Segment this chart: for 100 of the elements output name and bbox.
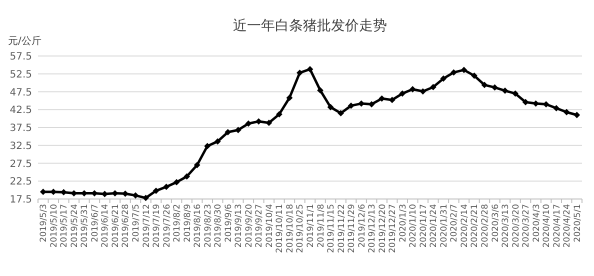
point	[368, 101, 375, 108]
x-tick-label: 2020/4/3	[532, 204, 542, 242]
x-tick-label: 2019/5/17	[60, 204, 70, 248]
point	[399, 90, 406, 97]
point	[286, 94, 293, 102]
point	[214, 138, 221, 145]
x-tick-label: 2020/1/17	[418, 204, 429, 248]
x-tick-label: 2020/2/14	[460, 204, 470, 248]
point	[255, 118, 262, 125]
point	[388, 96, 396, 104]
x-tick-label: 2020/2/7	[450, 204, 460, 242]
point	[224, 128, 232, 136]
x-tick-label: 2019/5/3	[39, 204, 50, 242]
x-tick-label: 2019/8/23	[203, 204, 214, 248]
point	[245, 120, 252, 127]
point	[142, 194, 149, 202]
x-tick-label: 2019/9/13	[234, 204, 244, 248]
y-tick-label: 17.5	[10, 194, 32, 206]
x-tick-label: 2020/5/1	[572, 204, 583, 242]
point	[574, 112, 580, 118]
point	[40, 188, 46, 196]
x-tick-label: 2019/12/20	[378, 204, 388, 253]
x-tick-label: 2020/4/17	[552, 204, 562, 248]
point	[512, 90, 518, 97]
x-tick-label: 2019/10/18	[285, 204, 296, 253]
y-axis-title: 元/公斤	[8, 35, 42, 47]
point	[204, 142, 211, 150]
y-tick-label: 32.5	[10, 140, 32, 152]
x-tick-label: 2020/1/24	[429, 204, 440, 248]
x-tick-label: 2019/10/11	[275, 204, 286, 253]
x-tick-label: 2020/1/31	[439, 204, 450, 248]
x-tick-label: 2019/11/22	[336, 204, 347, 253]
point	[234, 126, 242, 134]
x-tick-label: 2020/3/13	[501, 204, 512, 248]
point	[60, 189, 67, 196]
point	[194, 162, 200, 168]
point	[471, 72, 478, 79]
x-tick-label: 2020/1/3	[398, 204, 408, 242]
point	[296, 70, 303, 76]
x-tick-label: 2019/7/26	[162, 204, 172, 248]
point	[542, 101, 550, 108]
x-tick-label: 2020/4/10	[542, 204, 552, 248]
x-tick-label: 2019/7/19	[152, 204, 162, 248]
x-tick-label: 2019/11/15	[326, 204, 337, 253]
x-tick-label: 2019/12/27	[388, 204, 398, 253]
x-tick-label: 2020/3/27	[522, 204, 532, 248]
x-tick-label: 2019/6/21	[110, 204, 121, 248]
point	[276, 111, 282, 118]
point	[430, 84, 436, 90]
x-tick-label: 2019/6/28	[121, 204, 132, 248]
x-tick-label: 2020/1/10	[408, 204, 419, 248]
point	[163, 184, 170, 190]
point	[450, 69, 457, 76]
point	[348, 102, 354, 109]
y-tick-label: 52.5	[10, 69, 32, 80]
x-tick-label: 2020/2/21	[470, 204, 480, 248]
x-tick-label: 2019/10/25	[296, 204, 306, 253]
x-tick-label: 2019/5/24	[70, 204, 80, 248]
x-tick-label: 2019/8/2	[172, 204, 183, 242]
x-tick-label: 2020/4/24	[562, 204, 573, 248]
x-tick-label: 2019/10/4	[264, 204, 275, 248]
point	[122, 190, 128, 197]
y-tick-label: 22.5	[10, 176, 32, 188]
point	[553, 104, 560, 112]
point	[173, 179, 180, 186]
y-tick-label: 27.5	[10, 158, 32, 170]
point	[327, 104, 334, 110]
point	[522, 98, 529, 106]
point	[338, 110, 344, 116]
y-tick-label: 37.5	[10, 123, 32, 134]
point	[317, 87, 324, 94]
chart-title: 近一年白条猪批发价走势	[233, 18, 387, 34]
point	[440, 75, 447, 82]
x-tick-label: 2019/11/8	[316, 204, 326, 248]
x-tick-label: 2019/5/10	[49, 204, 60, 248]
x-tick-label: 2019/9/20	[244, 204, 254, 248]
y-tick-label: 42.5	[10, 105, 32, 116]
x-tick-label: 2019/5/31	[80, 204, 90, 248]
point	[184, 173, 190, 180]
x-tick-label: 2019/8/9	[182, 204, 193, 242]
point	[502, 87, 508, 94]
point	[460, 66, 468, 74]
x-tick-label: 2019/9/27	[254, 204, 265, 248]
x-tick-label: 2019/9/6	[224, 204, 234, 242]
point	[420, 88, 426, 95]
x-tick-label: 2019/12/13	[368, 204, 378, 253]
y-tick-label: 47.5	[10, 87, 32, 98]
x-tick-label: 2019/6/7	[90, 204, 100, 242]
x-tick-label: 2020/3/6	[490, 204, 501, 242]
x-tick-label: 2019/11/1	[306, 204, 316, 248]
x-tick-label: 2019/6/14	[100, 204, 111, 248]
point	[266, 120, 272, 126]
x-tick-label: 2019/8/30	[214, 204, 224, 248]
x-tick-label: 2019/12/6	[357, 204, 368, 248]
point	[409, 86, 416, 92]
point	[132, 192, 139, 199]
point	[50, 188, 57, 196]
x-tick-label: 2019/11/29	[347, 204, 358, 253]
x-tick-label: 2020/2/28	[480, 204, 490, 248]
x-tick-label: 2019/7/5	[132, 204, 142, 242]
